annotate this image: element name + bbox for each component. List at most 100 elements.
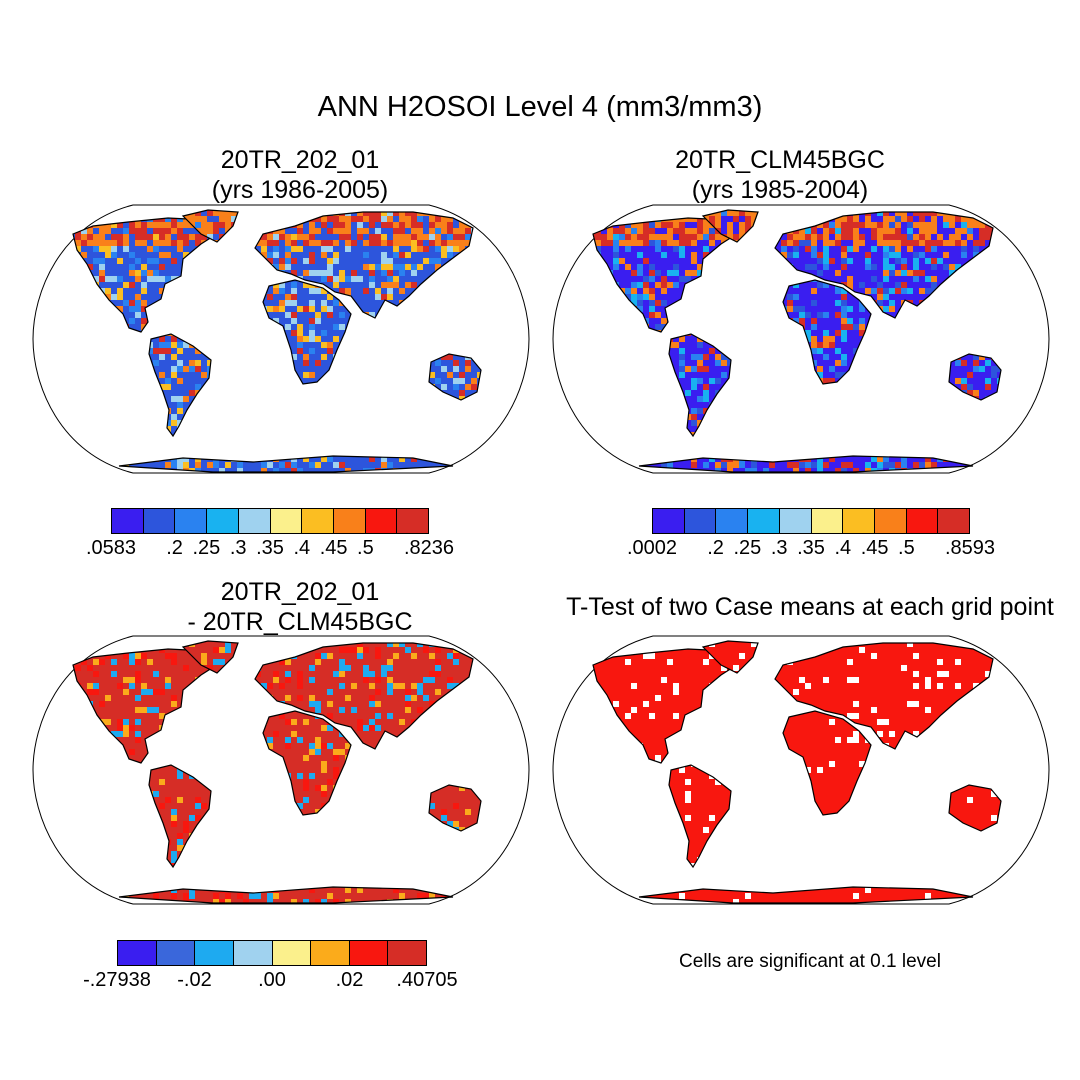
coastline-europe-asia: [774, 211, 994, 319]
coastline-europe-asia: [774, 642, 994, 750]
colorbar-swatch: [684, 509, 717, 533]
map-panel-ttest: [552, 635, 1050, 905]
colorbar-swatch: [311, 941, 350, 965]
coastline-australia: [428, 784, 482, 832]
colorbar-swatch: [195, 941, 234, 965]
colorbar-swatch: [779, 509, 812, 533]
panel-title-difference-line2: - 20TR_CLM45BGC: [70, 607, 530, 637]
colorbar-swatch: [175, 509, 208, 533]
coastline-south-america: [668, 333, 732, 438]
coastline-africa: [262, 710, 352, 816]
figure-title: ANN H2OSOI Level 4 (mm3/mm3): [0, 91, 1080, 124]
colorbar-swatch: [118, 941, 157, 965]
coastline-africa: [782, 279, 872, 385]
colorbar-swatch: [365, 509, 398, 533]
colorbar-label: .25: [192, 537, 220, 560]
coastline-greenland: [701, 640, 759, 674]
colorbar-label: .3: [771, 537, 788, 560]
panel-title-case1: 20TR_202_01 (yrs 1986-2005): [70, 145, 530, 205]
colorbar-swatch: [270, 509, 303, 533]
coastline-north-america: [592, 217, 745, 333]
significance-note: Cells are significant at 0.1 level: [540, 951, 1080, 973]
continent-antarctica: [639, 456, 973, 472]
colorbar-swatch: [302, 509, 334, 533]
coastline-africa: [782, 710, 872, 816]
coastline-north-america: [72, 217, 225, 333]
colorbar-label: -.27938: [83, 969, 151, 992]
colorbar-label: .45: [320, 537, 348, 560]
colorbar-label: .3: [230, 537, 247, 560]
colorbar-label: .5: [898, 537, 915, 560]
colorbar-label: .00: [258, 969, 286, 992]
colorbar-swatch: [333, 509, 366, 533]
colorbar-swatch: [207, 509, 239, 533]
panel-title-difference: 20TR_202_01 - 20TR_CLM45BGC: [70, 577, 530, 637]
colorbar-label: .5: [357, 537, 374, 560]
colorbar-label: .8236: [404, 537, 454, 560]
colorbar-label: .40705: [396, 969, 457, 992]
coastline-europe-asia: [254, 642, 474, 750]
colorbar-label: .35: [797, 537, 825, 560]
colorbar-swatch: [238, 509, 271, 533]
map-panel-difference: [32, 635, 530, 905]
colorbar-swatch: [349, 941, 389, 965]
colorbar-swatch: [143, 509, 176, 533]
panel-title-ttest-line1: T-Test of two Case means at each grid po…: [540, 592, 1080, 622]
coastline-greenland: [181, 209, 239, 243]
coastline-greenland: [701, 209, 759, 243]
colorbar-label: .25: [733, 537, 761, 560]
colorbar-swatch: [748, 509, 780, 533]
colorbar-label: .2: [707, 537, 724, 560]
coastline-antarctica: [638, 886, 974, 904]
colorbar-swatch: [906, 509, 939, 533]
colorbar-swatch: [811, 509, 844, 533]
coastline-north-america: [72, 648, 225, 764]
colorbar-case2: [652, 508, 970, 534]
colorbar-case1: [111, 508, 429, 534]
map-panel-case1: [32, 204, 530, 474]
colorbar-swatch: [938, 509, 970, 533]
coastline-australia: [948, 353, 1002, 401]
coastline-antarctica: [118, 455, 454, 473]
coastline-north-america: [592, 648, 745, 764]
colorbar-swatch: [874, 509, 907, 533]
coastline-australia: [948, 784, 1002, 832]
colorbar-label: -.02: [177, 969, 211, 992]
colorbar-swatch: [843, 509, 875, 533]
colorbar-label: .4: [293, 537, 310, 560]
colorbar-swatch: [233, 941, 273, 965]
colorbar-swatch: [397, 509, 429, 533]
coastline-antarctica: [118, 886, 454, 904]
colorbar-label: .8593: [945, 537, 995, 560]
colorbar-label: .4: [834, 537, 851, 560]
coastline-greenland: [181, 640, 239, 674]
colorbar-swatch: [156, 941, 196, 965]
colorbar-swatch: [272, 941, 312, 965]
coastline-africa: [262, 279, 352, 385]
colorbar-swatch: [716, 509, 749, 533]
continent-antarctica: [119, 456, 453, 472]
colorbar-label: .0583: [86, 537, 136, 560]
panel-title-case1-years: (yrs 1986-2005): [70, 175, 530, 205]
coastline-south-america: [148, 333, 212, 438]
colorbar-difference: [117, 940, 427, 966]
colorbar-label: .2: [166, 537, 183, 560]
colorbar-label: .45: [861, 537, 889, 560]
colorbar-label: .35: [256, 537, 284, 560]
colorbar-swatch: [388, 941, 426, 965]
coastline-south-america: [148, 764, 212, 869]
coastline-australia: [428, 353, 482, 401]
coastline-antarctica: [638, 455, 974, 473]
panel-title-case2-name: 20TR_CLM45BGC: [550, 145, 1010, 175]
panel-title-case1-name: 20TR_202_01: [70, 145, 530, 175]
colorbar-label: .0002: [627, 537, 677, 560]
panel-title-case2: 20TR_CLM45BGC (yrs 1985-2004): [550, 145, 1010, 205]
colorbar-label: .02: [336, 969, 364, 992]
coastline-south-america: [668, 764, 732, 869]
panel-title-ttest: T-Test of two Case means at each grid po…: [540, 592, 1080, 622]
panel-title-difference-line1: 20TR_202_01: [70, 577, 530, 607]
colorbar-swatch: [112, 509, 144, 533]
map-panel-case2: [552, 204, 1050, 474]
colorbar-swatch: [653, 509, 685, 533]
continent-australia: [949, 785, 1001, 831]
